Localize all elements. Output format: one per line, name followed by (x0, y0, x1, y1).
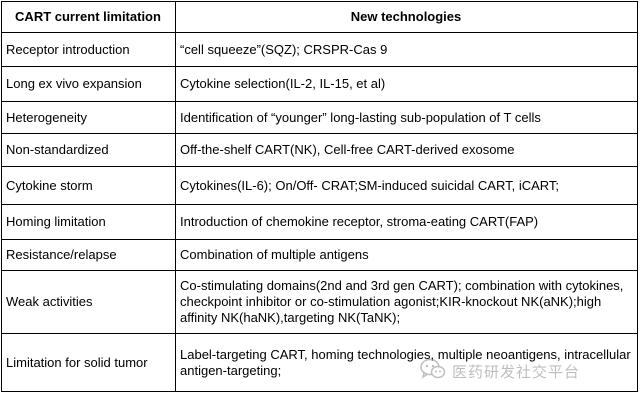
limitation-cell: Resistance/relapse (1, 239, 176, 271)
table-row: Long ex vivo expansion Cytokine selectio… (1, 66, 638, 102)
technology-cell: Label-targeting CART, homing technologie… (175, 333, 638, 392)
limitation-cell: Homing limitation (1, 204, 176, 240)
table-row: Receptor introduction “cell squeeze”(SQZ… (1, 32, 638, 67)
table-row: Cytokine storm Cytokines(IL-6); On/Off- … (1, 166, 638, 205)
technology-cell: Identification of “younger” long-lasting… (175, 101, 638, 134)
limitation-cell: Limitation for solid tumor (1, 333, 176, 392)
technology-cell: Cytokines(IL-6); On/Off- CRAT;SM-induced… (175, 166, 638, 205)
limitation-cell: Non-standardized (1, 133, 176, 167)
table-row: Resistance/relapse Combination of multip… (1, 239, 638, 271)
limitations-table: CART current limitation New technologies… (1, 1, 638, 392)
table-row: Limitation for solid tumor Label-targeti… (1, 333, 638, 392)
header-technologies: New technologies (175, 1, 638, 33)
limitation-cell: Receptor introduction (1, 32, 176, 67)
header-row: CART current limitation New technologies (1, 1, 638, 33)
technology-cell: Introduction of chemokine receptor, stro… (175, 204, 638, 240)
technology-cell: “cell squeeze”(SQZ); CRSPR-Cas 9 (175, 32, 638, 67)
technology-cell: Cytokine selection(IL-2, IL-15, et al) (175, 66, 638, 102)
limitation-cell: Long ex vivo expansion (1, 66, 176, 102)
table-row: Non-standardized Off-the-shelf CART(NK),… (1, 133, 638, 167)
technology-cell: Off-the-shelf CART(NK), Cell-free CART-d… (175, 133, 638, 167)
technology-cell: Combination of multiple antigens (175, 239, 638, 271)
technology-cell: Co-stimulating domains(2nd and 3rd gen C… (175, 270, 638, 334)
table-row: Heterogeneity Identification of “younger… (1, 101, 638, 134)
limitation-cell: Weak activities (1, 270, 176, 334)
table-row: Weak activities Co-stimulating domains(2… (1, 270, 638, 334)
limitation-cell: Heterogeneity (1, 101, 176, 134)
header-limitation: CART current limitation (1, 1, 176, 33)
table-row: Homing limitation Introduction of chemok… (1, 204, 638, 240)
limitation-cell: Cytokine storm (1, 166, 176, 205)
